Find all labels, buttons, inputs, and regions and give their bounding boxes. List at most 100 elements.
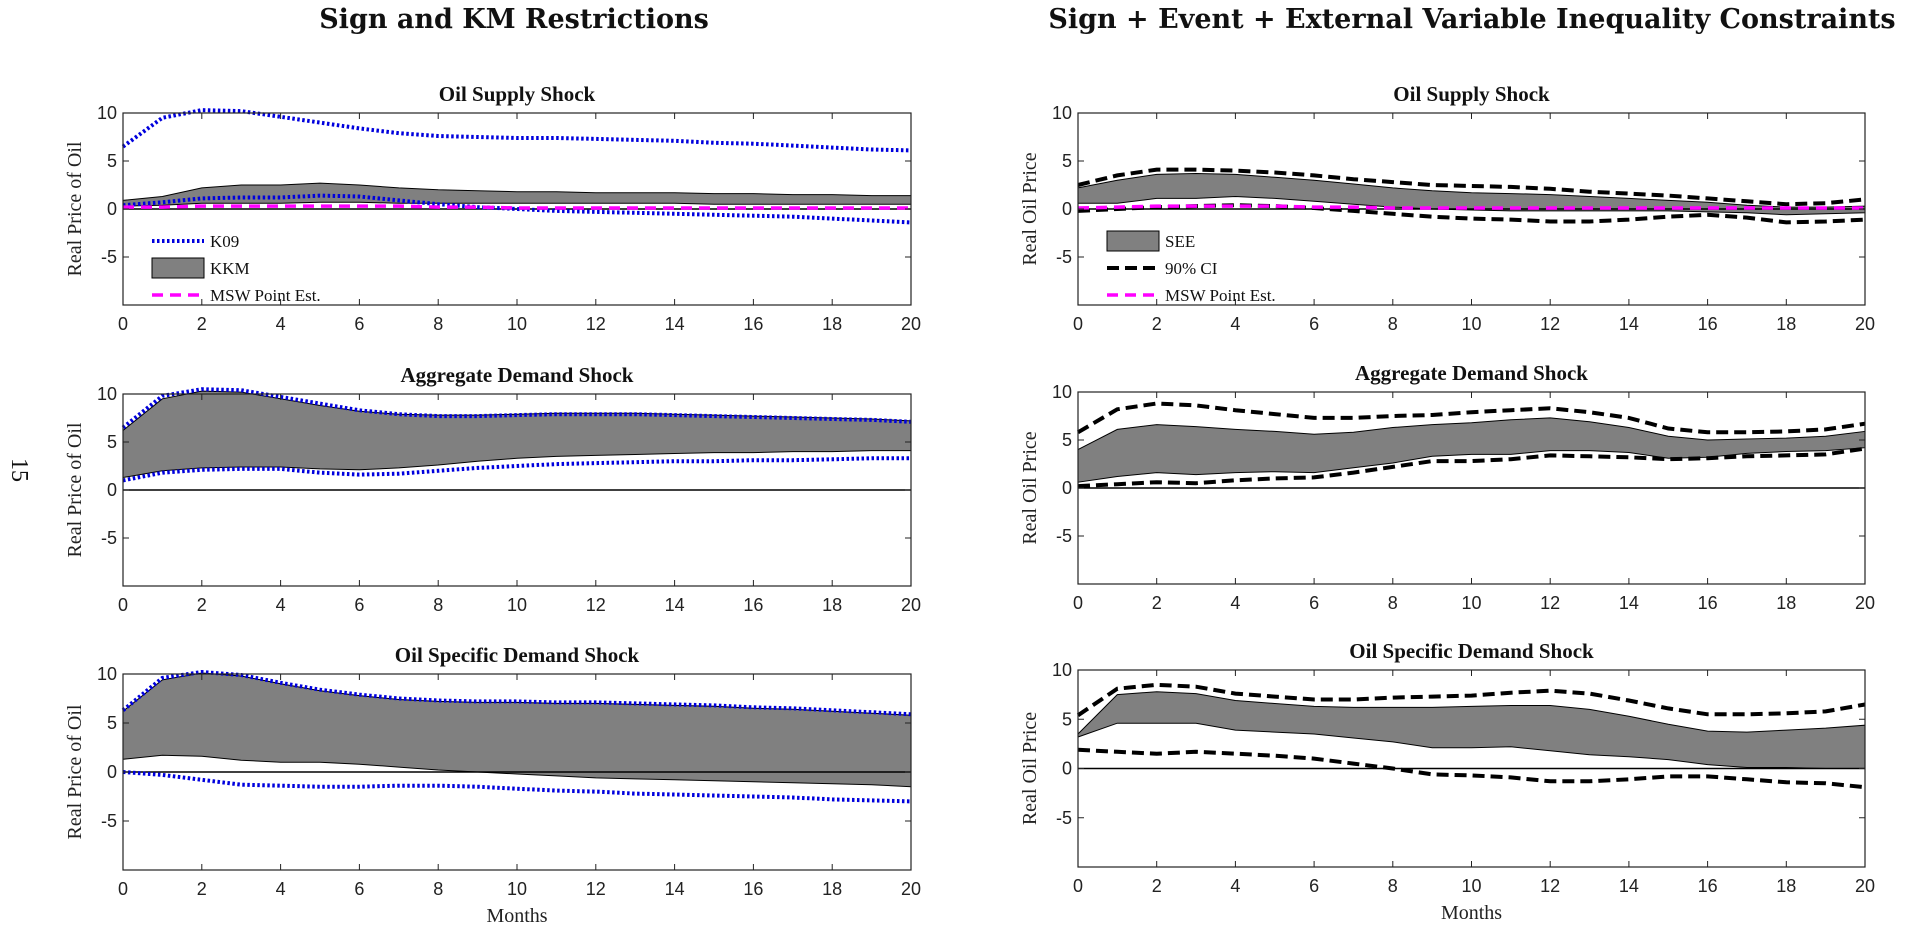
x-tick-label: 16 — [1698, 876, 1718, 896]
y-tick-label: 0 — [107, 480, 117, 500]
y-tick-label: 0 — [1062, 478, 1072, 498]
y-axis-label: Real Oil Price — [1019, 152, 1041, 265]
panel-title: Oil Specific Demand Shock — [395, 643, 640, 667]
panel-2: Aggregate Demand Shock Real Price of Oil 0… — [64, 363, 921, 615]
x-tick-label: 14 — [1619, 314, 1639, 334]
x-tick-label: 20 — [901, 595, 921, 615]
x-tick-label: 12 — [1540, 593, 1560, 613]
y-tick-label: -5 — [1056, 247, 1072, 267]
x-tick-label: 6 — [354, 595, 364, 615]
x-tick-label: 14 — [665, 879, 685, 899]
y-tick-label: 5 — [1062, 709, 1072, 729]
y-tick-label: 10 — [97, 103, 117, 123]
series-line-2 — [1077, 446, 1866, 489]
x-axis-label: Months — [1441, 902, 1502, 924]
y-axis-label: Real Price of Oil — [64, 141, 86, 276]
x-tick-label: 2 — [1152, 876, 1162, 896]
x-tick-label: 2 — [197, 879, 207, 899]
x-tick-label: 2 — [197, 314, 207, 334]
x-tick-label: 18 — [822, 314, 842, 334]
panel-title: Aggregate Demand Shock — [401, 363, 634, 387]
x-tick-label: 14 — [1619, 876, 1639, 896]
x-tick-label: 10 — [507, 595, 527, 615]
x-tick-label: 14 — [665, 595, 685, 615]
chart-panels: Oil Supply Shock Real Price of Oil 0 2 4 6 8 10… — [64, 82, 1875, 927]
x-tick-label: 20 — [1855, 593, 1875, 613]
x-tick-label: 12 — [586, 879, 606, 899]
x-tick-label: 4 — [1230, 876, 1240, 896]
x-tick-label: 18 — [1776, 593, 1796, 613]
x-tick-label: 6 — [1309, 593, 1319, 613]
x-tick-label: 10 — [1461, 314, 1481, 334]
panel-1: Oil Supply Shock Real Price of Oil 0 2 4 6 8 10… — [64, 82, 921, 334]
panel-4: Oil Supply Shock Real Oil Price 0 2 4 6 8 10 12 1… — [1019, 82, 1875, 334]
y-tick-label: 0 — [107, 762, 117, 782]
legend: K09 KKM MSW Point Est. — [151, 232, 321, 305]
right-column-title: Sign + Event + External Variable Inequal… — [1048, 4, 1895, 35]
series-line-2 — [1077, 747, 1866, 790]
x-tick-label: 12 — [1540, 876, 1560, 896]
x-tick-label: 8 — [433, 595, 443, 615]
x-tick-label: 18 — [822, 595, 842, 615]
y-tick-label: 0 — [1062, 759, 1072, 779]
series-line-1 — [1076, 682, 1866, 717]
series-line-2 — [122, 193, 912, 225]
x-tick-label: 8 — [1388, 876, 1398, 896]
legend-entry-label: KKM — [210, 259, 250, 278]
x-tick-label: 4 — [276, 879, 286, 899]
series-line-1 — [1076, 401, 1866, 435]
y-tick-label: 10 — [97, 664, 117, 684]
panel-5: Aggregate Demand Shock Real Oil Price 0 2 4 6… — [1019, 361, 1875, 613]
x-tick-label: 20 — [901, 314, 921, 334]
x-tick-label: 0 — [1073, 593, 1083, 613]
x-tick-label: 12 — [1540, 314, 1560, 334]
x-tick-label: 20 — [1855, 876, 1875, 896]
y-tick-label: -5 — [101, 528, 117, 548]
legend-entry-label: 90% CI — [1165, 259, 1218, 278]
x-tick-label: 8 — [1388, 314, 1398, 334]
panel-3: Oil Specific Demand Shock Real Price of O… — [64, 643, 921, 927]
x-tick-label: 6 — [354, 314, 364, 334]
y-tick-label: -5 — [101, 247, 117, 267]
series-line-2 — [122, 770, 912, 804]
x-tick-label: 14 — [1619, 593, 1639, 613]
x-tick-label: 6 — [1309, 876, 1319, 896]
series-line-1 — [121, 669, 912, 717]
x-tick-label: 2 — [1152, 593, 1162, 613]
x-tick-label: 20 — [901, 879, 921, 899]
x-tick-label: 16 — [1698, 314, 1718, 334]
x-tick-label: 16 — [743, 314, 763, 334]
x-tick-label: 10 — [507, 314, 527, 334]
x-tick-label: 12 — [586, 314, 606, 334]
x-tick-label: 10 — [507, 879, 527, 899]
band-area — [122, 672, 912, 788]
panel-title: Oil Supply Shock — [439, 82, 596, 106]
x-tick-label: 14 — [665, 314, 685, 334]
y-tick-label: -5 — [1056, 808, 1072, 828]
left-column-title: Sign and KM Restrictions — [319, 4, 709, 35]
x-tick-label: 0 — [1073, 876, 1083, 896]
y-axis-label: Real Oil Price — [1019, 712, 1041, 825]
x-tick-label: 0 — [118, 879, 128, 899]
y-tick-label: 10 — [1052, 103, 1072, 123]
x-tick-label: 12 — [586, 595, 606, 615]
series-line-1 — [1077, 167, 1866, 207]
x-tick-label: 16 — [743, 879, 763, 899]
x-tick-label: 10 — [1461, 593, 1481, 613]
legend-swatch-band — [151, 257, 205, 279]
band-area — [1077, 691, 1866, 769]
y-axis-label: Real Price of Oil — [64, 704, 86, 839]
y-tick-label: 5 — [107, 713, 117, 733]
x-tick-label: 0 — [1073, 314, 1083, 334]
x-tick-label: 16 — [743, 595, 763, 615]
band-area — [1077, 417, 1866, 483]
y-tick-label: 10 — [97, 384, 117, 404]
series-line-1 — [121, 387, 912, 430]
panel-title: Oil Specific Demand Shock — [1349, 639, 1594, 663]
x-tick-label: 0 — [118, 314, 128, 334]
y-tick-label: 0 — [107, 199, 117, 219]
legend-entry-label: SEE — [1165, 232, 1195, 251]
y-axis-label: Real Price of Oil — [64, 422, 86, 557]
y-tick-label: 5 — [107, 432, 117, 452]
